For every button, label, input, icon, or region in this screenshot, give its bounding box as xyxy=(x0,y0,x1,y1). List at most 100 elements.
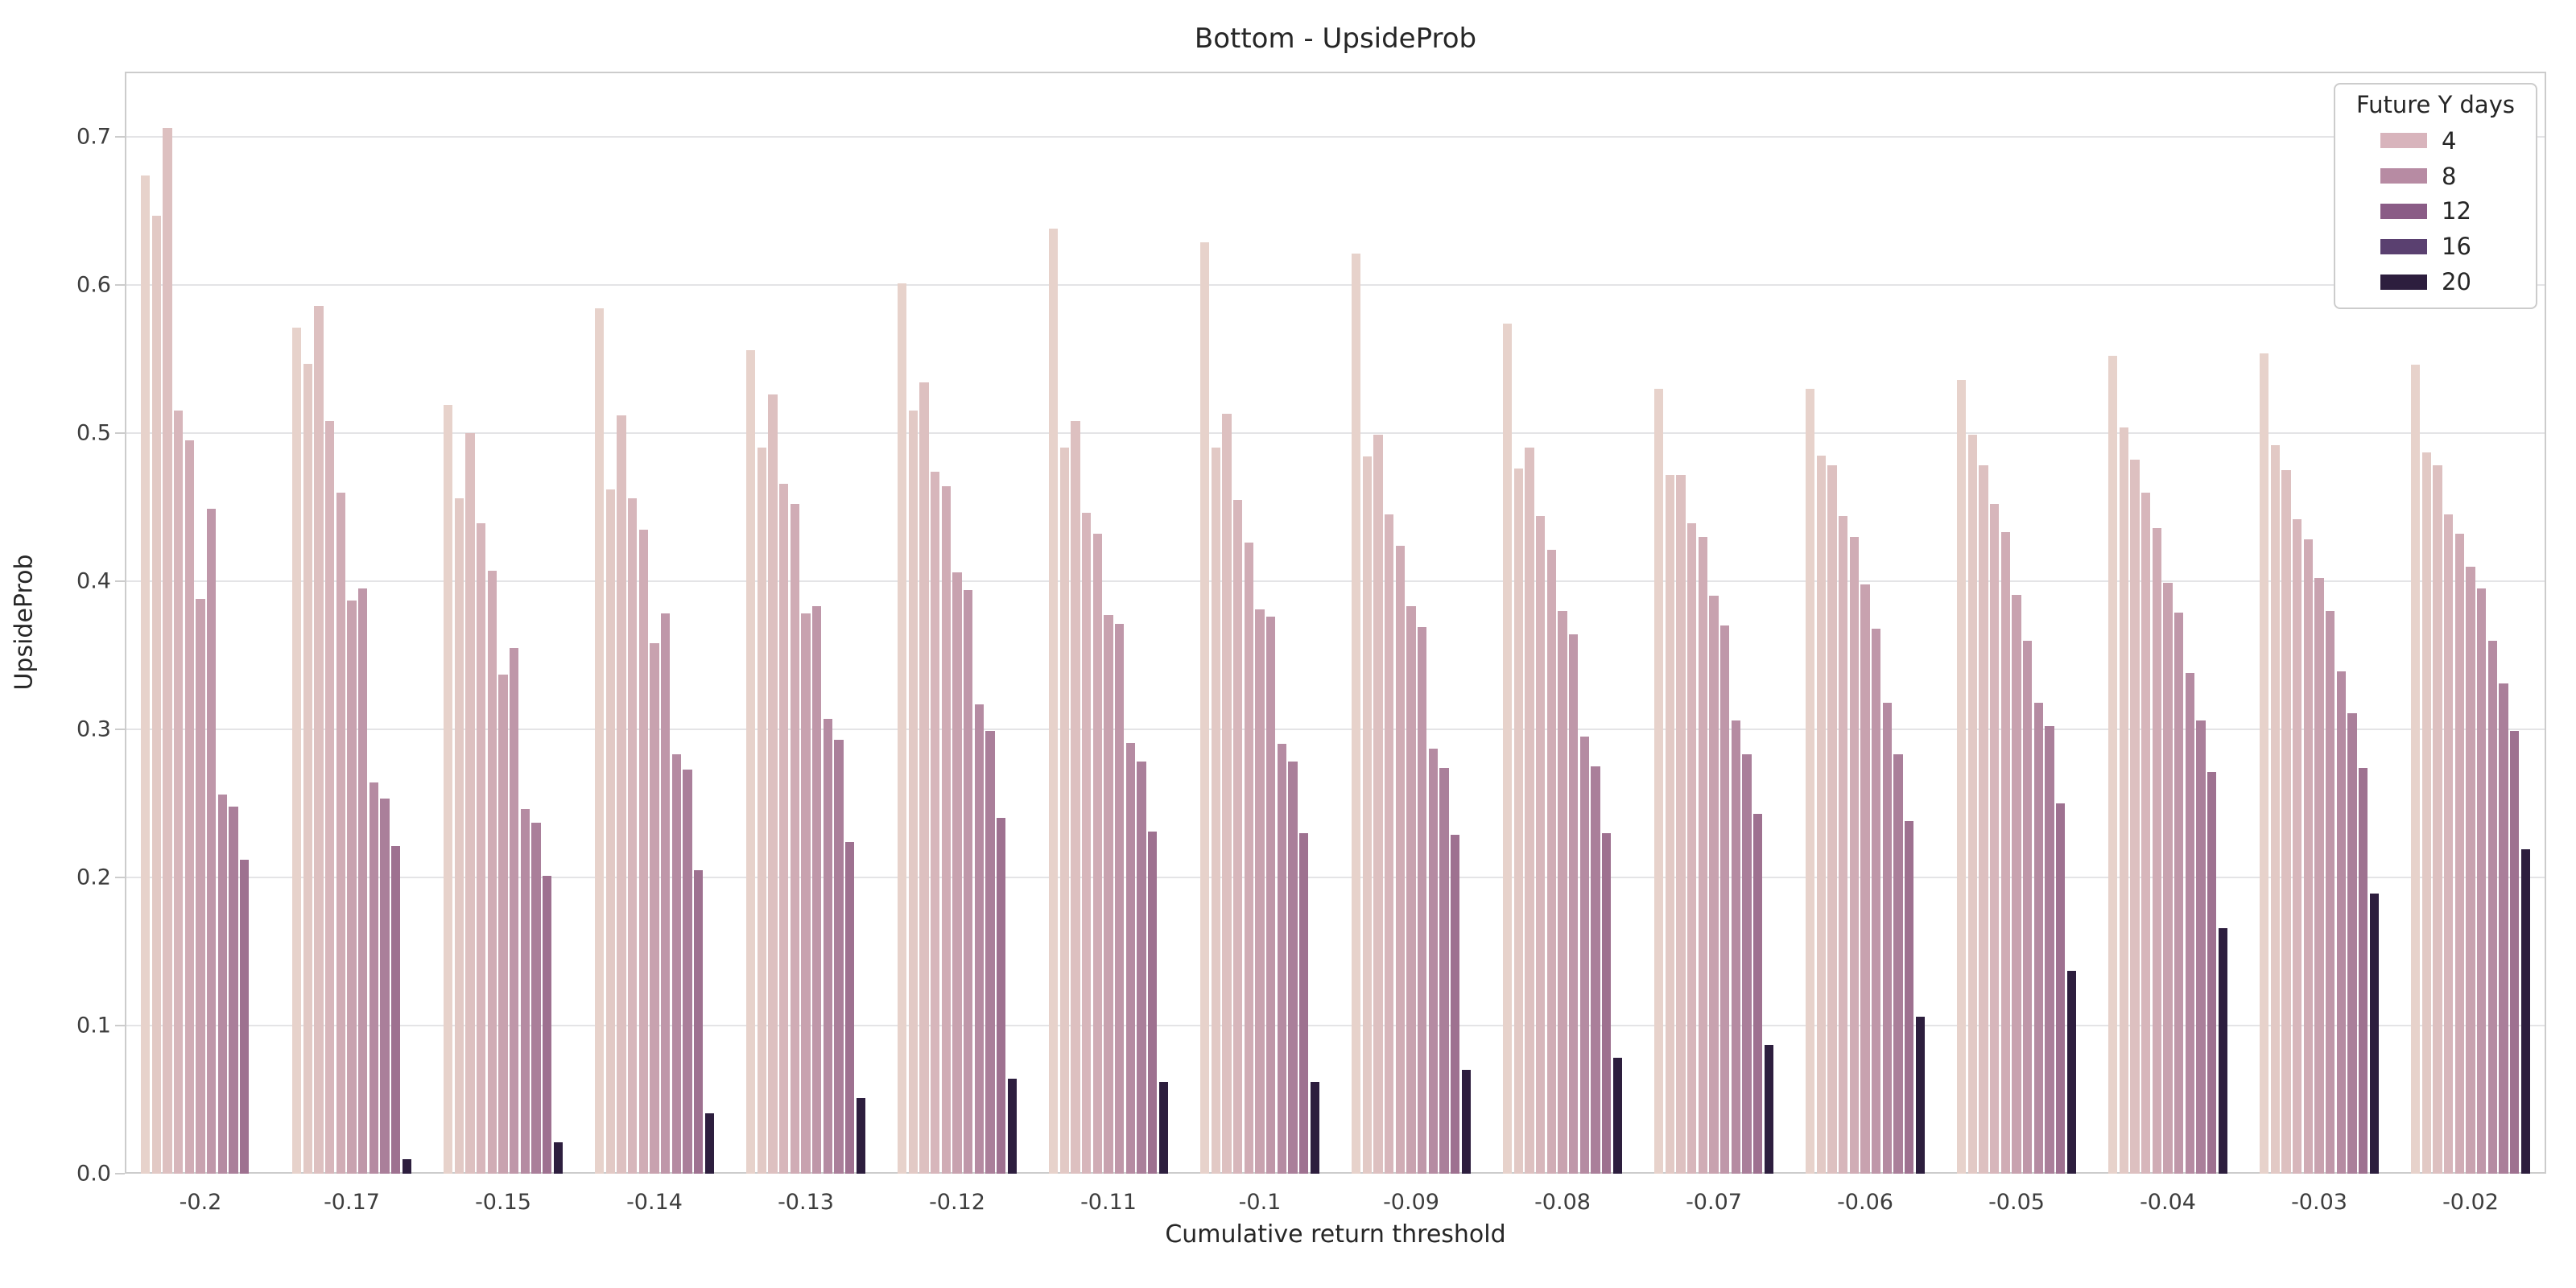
bar--0.07-day8 xyxy=(1731,720,1741,1174)
bar--0.03-day8 xyxy=(2336,671,2347,1174)
bar--0.02-day10 xyxy=(2509,730,2520,1174)
bar--0.1-day8 xyxy=(1277,744,1287,1174)
bar--0.09-day5 xyxy=(1395,545,1406,1174)
bar--0.17-day5 xyxy=(336,492,346,1174)
bar--0.12-day4 xyxy=(930,471,940,1174)
bar--0.02-day7 xyxy=(2476,588,2487,1174)
bar--0.15-day6 xyxy=(498,674,508,1174)
bar--0.05-day5 xyxy=(2000,532,2011,1174)
bar--0.05-day7 xyxy=(2022,640,2033,1174)
bar--0.05-day1 xyxy=(1956,379,1967,1174)
bar--0.04-day20 xyxy=(2218,927,2228,1174)
bar--0.12-day8 xyxy=(974,704,985,1174)
bar--0.06-day1 xyxy=(1805,388,1815,1174)
bar--0.2-day5 xyxy=(184,440,195,1174)
legend-swatch-12 xyxy=(2380,203,2427,219)
bar--0.15-day10 xyxy=(542,876,552,1174)
bar--0.17-day20 xyxy=(402,1158,412,1174)
legend-entry-16: 16 xyxy=(2347,229,2524,264)
gridline-y-0p7 xyxy=(125,136,2546,138)
bar--0.17-day4 xyxy=(324,421,335,1174)
bar--0.1-day2 xyxy=(1211,448,1221,1174)
bar--0.2-day7 xyxy=(206,508,217,1174)
bar--0.07-day7 xyxy=(1719,625,1730,1174)
bar--0.15-day8 xyxy=(520,809,530,1174)
bar--0.2-day6 xyxy=(196,599,205,1174)
bar--0.14-day8 xyxy=(671,754,682,1174)
bar--0.04-day3 xyxy=(2130,460,2140,1174)
spine-left xyxy=(125,72,126,1174)
y-tick-label: 0.7 xyxy=(76,124,111,150)
bar--0.13-day4 xyxy=(778,483,789,1174)
bar--0.09-day10 xyxy=(1450,834,1460,1174)
bar--0.13-day20 xyxy=(856,1098,866,1174)
gridline-y-0p1 xyxy=(125,1025,2546,1026)
bar--0.07-day4 xyxy=(1686,523,1697,1174)
y-tick-label: 0.4 xyxy=(76,568,111,594)
bar--0.02-day6 xyxy=(2466,566,2475,1174)
bar--0.2-day4 xyxy=(173,411,184,1174)
bar--0.06-day20 xyxy=(1915,1016,1926,1174)
bar--0.05-day8 xyxy=(2033,702,2044,1174)
bar--0.05-day3 xyxy=(1979,465,1988,1174)
bar--0.15-day4 xyxy=(476,523,486,1174)
bar--0.07-day6 xyxy=(1709,596,1719,1174)
bar--0.08-day2 xyxy=(1513,469,1524,1174)
bar--0.13-day9 xyxy=(834,739,844,1174)
bar--0.15-day1 xyxy=(443,405,453,1174)
bar--0.15-day9 xyxy=(531,822,541,1174)
bar--0.04-day6 xyxy=(2163,582,2173,1174)
bar--0.11-day4 xyxy=(1081,513,1092,1174)
gridline-y-0p6 xyxy=(125,284,2546,286)
bar--0.02-day20 xyxy=(2520,849,2531,1174)
bar--0.09-day9 xyxy=(1439,767,1449,1174)
y-tick-label: 0.5 xyxy=(76,420,111,446)
bar--0.12-day7 xyxy=(963,590,973,1174)
bar--0.12-day3 xyxy=(919,382,929,1174)
bar--0.09-day7 xyxy=(1417,627,1427,1174)
legend-label: 20 xyxy=(2442,268,2471,296)
bar--0.02-day4 xyxy=(2443,514,2454,1174)
bar--0.1-day5 xyxy=(1244,543,1254,1174)
bar--0.04-day10 xyxy=(2207,772,2217,1174)
spine-top xyxy=(125,72,2546,73)
bar--0.07-day1 xyxy=(1653,388,1664,1174)
y-tick-mark xyxy=(115,580,125,582)
bar--0.13-day8 xyxy=(823,719,833,1174)
bar--0.06-day5 xyxy=(1849,536,1860,1174)
bar--0.11-day7 xyxy=(1114,624,1125,1174)
bar--0.17-day1 xyxy=(291,328,302,1174)
x-tick-label: -0.11 xyxy=(1080,1190,1137,1215)
bar--0.17-day8 xyxy=(369,782,379,1174)
bar--0.05-day4 xyxy=(1989,504,2000,1174)
bar--0.08-day1 xyxy=(1502,323,1513,1174)
bar--0.14-day6 xyxy=(650,643,659,1174)
bar--0.05-day20 xyxy=(2066,970,2077,1174)
bar--0.06-day3 xyxy=(1827,465,1837,1174)
bar--0.13-day5 xyxy=(790,504,800,1174)
bar--0.07-day5 xyxy=(1698,536,1708,1174)
legend-title: Future Y days xyxy=(2356,91,2515,118)
bar--0.12-day20 xyxy=(1007,1079,1018,1174)
bar--0.14-day20 xyxy=(704,1113,715,1174)
bar--0.06-day4 xyxy=(1838,516,1848,1174)
bar--0.06-day8 xyxy=(1882,702,1893,1174)
bar--0.04-day9 xyxy=(2196,720,2206,1174)
legend-label: 8 xyxy=(2442,162,2457,190)
bar--0.15-day7 xyxy=(509,647,519,1174)
bar--0.13-day7 xyxy=(811,606,822,1174)
bar--0.03-day5 xyxy=(2303,539,2314,1174)
bar--0.08-day3 xyxy=(1525,448,1534,1174)
bar--0.07-day20 xyxy=(1764,1044,1774,1174)
x-tick-label: -0.2 xyxy=(179,1190,222,1215)
bar--0.14-day2 xyxy=(605,489,616,1174)
bar--0.1-day6 xyxy=(1255,609,1265,1174)
gridline-y-0p3 xyxy=(125,729,2546,730)
bar--0.12-day5 xyxy=(941,486,952,1174)
y-tick-label: 0.1 xyxy=(76,1013,111,1038)
bar--0.12-day1 xyxy=(897,283,907,1174)
bar--0.09-day20 xyxy=(1461,1070,1472,1174)
bar--0.15-day5 xyxy=(487,571,497,1174)
bar--0.11-day1 xyxy=(1048,229,1059,1174)
bar--0.1-day3 xyxy=(1222,414,1232,1174)
